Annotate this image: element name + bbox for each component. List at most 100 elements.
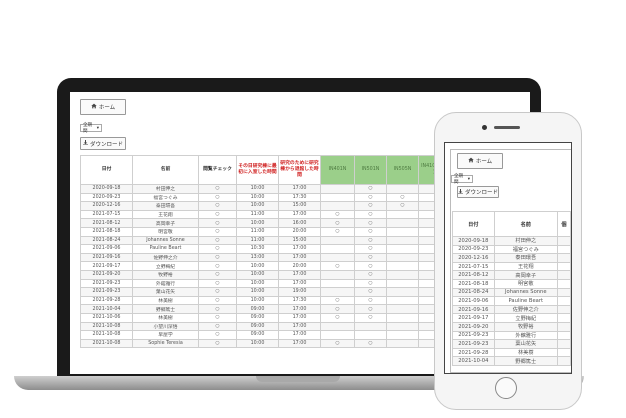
table-cell-c3 [386, 304, 419, 314]
table-cell-t2: 17:00 [278, 252, 321, 263]
table-row: 2021-10-04 野郷篤士 [452, 356, 571, 366]
table-cell-c1: ○ [320, 312, 355, 323]
table-cell-t1: 10:00 [236, 269, 279, 280]
table-cell-t2: 20:00 [278, 226, 321, 237]
download-button[interactable]: ダウンロード [80, 137, 126, 150]
phone-table-cell-date: 2021-09-17 [452, 313, 495, 323]
attendance-table: 日付 名前 閲覧チェック その日研究棟に最初に入室した時間 研究のために研究棟か… [80, 155, 455, 349]
table-cell-c1 [320, 201, 355, 211]
table-row: 2021-09-23 外舘雅行 ○ 10:00 17:00 ○ [80, 278, 455, 289]
table-row: 2021-07-15 王花翔 ○ 11:00 17:00 ○ ○ [80, 209, 455, 220]
table-cell-t2: 17:30 [278, 295, 321, 306]
table-cell-check: ○ [198, 338, 237, 349]
table-cell-c3: ○ [386, 201, 419, 211]
table-cell-check: ○ [198, 192, 237, 203]
phone-period-select[interactable]: 全期間 ▾ [451, 174, 473, 185]
table-cell-name: 福宮つぐみ [132, 192, 199, 203]
table-cell-c3 [386, 244, 419, 254]
table-cell-date: 2021-09-28 [80, 295, 133, 306]
table-cell-t2: 19:00 [278, 287, 321, 297]
download-icon [458, 188, 463, 196]
table-cell-date: 2021-09-20 [80, 269, 133, 280]
table-cell-c2: ○ [354, 295, 387, 306]
table-cell-name: 王花翔 [132, 209, 199, 220]
table-cell-c3 [386, 218, 419, 228]
table-cell-c2: ○ [354, 338, 387, 349]
table-cell-c1: ○ [320, 304, 355, 314]
laptop-notch [256, 376, 340, 382]
home-icon [468, 157, 474, 165]
phone-table-cell-date: 2021-08-12 [452, 270, 495, 280]
table-cell-name: 牧野裕 [132, 269, 199, 280]
table-cell-t2: 17:00 [278, 304, 321, 314]
table-cell-date: 2021-10-04 [80, 304, 133, 314]
table-cell-check: ○ [198, 304, 237, 314]
phone-table-cell-extra [556, 339, 571, 349]
period-select-value: 全期間 [83, 123, 92, 134]
phone-table-cell-name: 牧野裕 [493, 321, 558, 332]
phone-table-cell-extra [556, 330, 571, 341]
table-cell-date: 2020-09-18 [80, 184, 133, 194]
table-cell-name: 高岡幸子 [132, 218, 199, 228]
table-row: 2021-09-23 葉山花矢 [452, 339, 571, 349]
table-cell-date: 2021-08-24 [80, 235, 133, 246]
table-cell-c3 [386, 235, 419, 246]
table-cell-t1: 10:00 [236, 338, 279, 349]
table-cell-check: ○ [198, 261, 237, 271]
table-row: 2020-09-23 福宮つぐみ [452, 244, 571, 255]
header-exit-time: 研究のために研究棟から退館した時間 [278, 155, 321, 185]
table-row: 2021-08-24 Johannes Sonne [452, 287, 571, 298]
phone-table-cell-date: 2021-09-23 [452, 330, 495, 341]
table-cell-c1 [320, 287, 355, 297]
table-cell-date: 2021-09-16 [80, 252, 133, 263]
table-cell-c2: ○ [354, 201, 387, 211]
table-cell-t1: 11:00 [236, 226, 279, 237]
table-cell-c1 [320, 321, 355, 332]
table-cell-date: 2021-08-18 [80, 226, 133, 237]
phone-table-cell-date: 2021-09-16 [452, 304, 495, 315]
phone-home-button[interactable]: ホーム [457, 153, 503, 169]
table-cell-c2: ○ [354, 278, 387, 289]
phone-table-cell-date: 2021-10-04 [452, 356, 495, 366]
table-row: 2021-09-23 外舘雅行 [452, 330, 571, 341]
phone-table-cell-name: 野郷篤士 [493, 356, 558, 366]
phone-table-cell-extra [556, 270, 571, 280]
table-cell-check: ○ [198, 295, 237, 306]
phone-download-button[interactable]: ダウンロード [457, 186, 499, 198]
table-cell-name: Johannes Sonne [132, 235, 199, 246]
table-cell-t2: 15:00 [278, 235, 321, 246]
table-cell-c1 [320, 235, 355, 246]
table-cell-t1: 10:00 [236, 278, 279, 289]
phone-table-header-row: 日付 名前 個 [452, 211, 571, 237]
download-icon [82, 140, 88, 147]
table-cell-c2: ○ [354, 304, 387, 314]
table-cell-c3: ○ [386, 192, 419, 203]
table-cell-t1: 10:00 [236, 184, 279, 194]
table-cell-c2: ○ [354, 218, 387, 228]
home-button[interactable]: ホーム [80, 99, 126, 115]
phone-table-cell-name: Pauline Beart [493, 296, 558, 306]
table-cell-c2: ○ [354, 312, 387, 323]
phone-table-cell-extra [556, 321, 571, 332]
table-cell-date: 2021-10-08 [80, 321, 133, 332]
period-select[interactable]: 全期間 ▾ [80, 123, 102, 134]
phone-table-cell-name: Johannes Sonne [493, 287, 558, 298]
table-cell-c2: ○ [354, 184, 387, 194]
table-cell-check: ○ [198, 312, 237, 323]
phone-table-cell-name: 福宮つぐみ [493, 244, 558, 255]
phone-period-select-value: 全期間 [454, 174, 463, 185]
phone-table-cell-extra [556, 236, 571, 246]
table-cell-t1: 13:00 [236, 252, 279, 263]
phone-table-cell-extra [556, 347, 571, 358]
table-cell-c1: ○ [320, 209, 355, 220]
table-cell-date: 2021-10-06 [80, 312, 133, 323]
table-cell-check: ○ [198, 269, 237, 280]
table-cell-t2: 17:30 [278, 192, 321, 203]
table-cell-t2: 17:00 [278, 244, 321, 254]
phone-content-card [450, 149, 571, 373]
phone-home-button-physical[interactable] [495, 377, 517, 399]
table-cell-c2: ○ [354, 269, 387, 280]
